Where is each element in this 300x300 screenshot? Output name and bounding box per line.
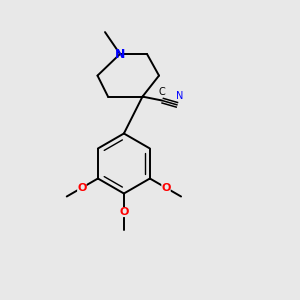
Text: N: N: [115, 47, 125, 61]
Text: O: O: [119, 207, 129, 217]
Text: O: O: [77, 183, 86, 193]
Text: C: C: [159, 87, 165, 97]
Text: O: O: [161, 183, 171, 193]
Text: N: N: [176, 92, 184, 101]
